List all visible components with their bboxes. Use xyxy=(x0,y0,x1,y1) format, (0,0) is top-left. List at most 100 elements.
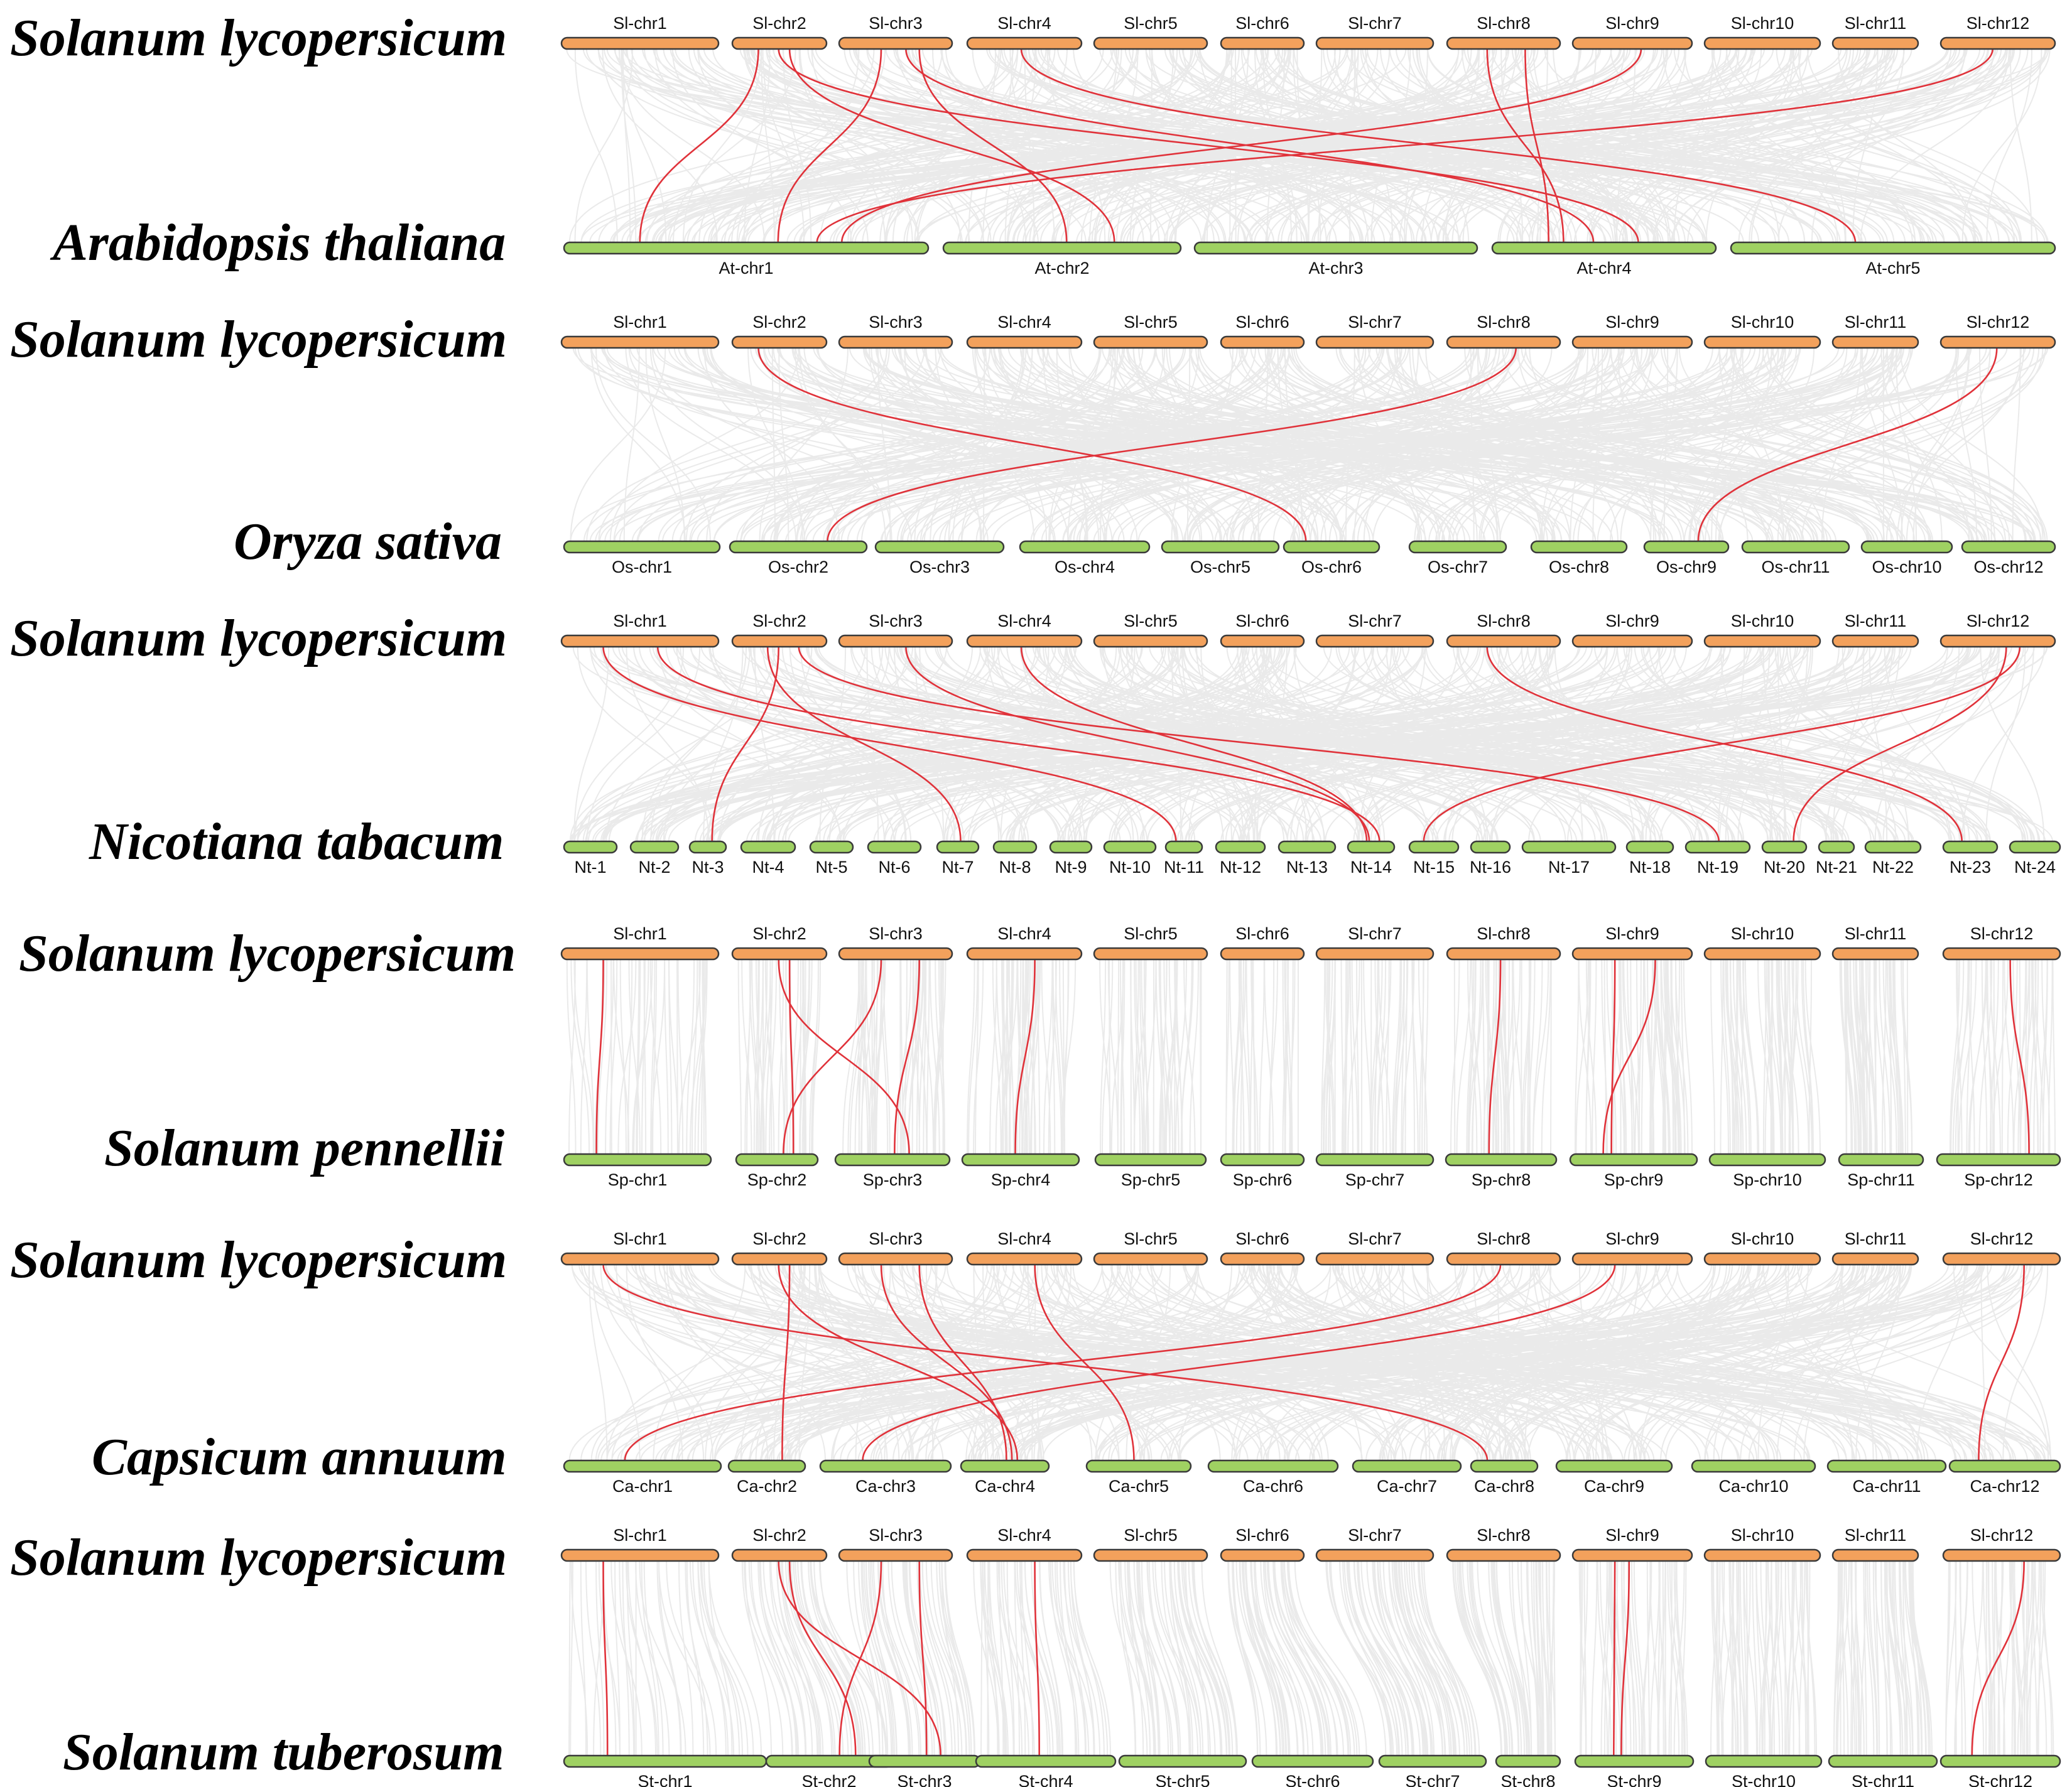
target-chromosome-bar xyxy=(629,840,680,854)
target-chromosome-label: Os-chr8 xyxy=(1549,558,1609,576)
target-chromosome-bar xyxy=(809,840,854,854)
highlighted-gene-pair-link xyxy=(624,1264,1502,1461)
target-chromosome-label: Nt-17 xyxy=(1548,858,1590,877)
target-chromosome-bar xyxy=(1085,1459,1192,1473)
target-chromosome-label: St-chr8 xyxy=(1500,1772,1555,1787)
reference-chromosome-label: Sl-chr1 xyxy=(613,924,667,943)
reference-chromosome-label: Sl-chr4 xyxy=(997,313,1051,332)
highlighted-gene-pair-link xyxy=(778,48,1639,243)
reference-chromosome-label: Sl-chr12 xyxy=(1970,1526,2034,1545)
highlighted-gene-pair-link xyxy=(1034,1560,1040,1756)
target-chromosome-bar xyxy=(1569,1153,1698,1167)
highlighted-gene-pair-link xyxy=(1971,1560,2025,1756)
target-chromosome-bar xyxy=(1207,1459,1339,1473)
target-chromosome-label: Sp-chr11 xyxy=(1847,1170,1915,1189)
reference-chromosome-label: Sl-chr2 xyxy=(752,924,806,943)
reference-chromosome-bar xyxy=(1093,335,1208,349)
reference-chromosome-label: Sl-chr9 xyxy=(1605,14,1659,33)
reference-chromosome-label: Sl-chr11 xyxy=(1845,924,1907,943)
reference-chromosome-bar xyxy=(1703,947,1821,961)
target-species-label: Oryza sativa xyxy=(234,512,502,571)
target-chromosome-label: St-chr12 xyxy=(1968,1772,2032,1787)
reference-chromosome-bar xyxy=(966,947,1083,961)
highlighted-gene-pair-link xyxy=(602,1560,609,1756)
target-chromosome-bar xyxy=(1826,1459,1947,1473)
reference-chromosome-bar xyxy=(1446,36,1561,50)
reference-chromosome-label: Sl-chr7 xyxy=(1348,14,1402,33)
reference-species-label: Solanum lycopersicum xyxy=(19,924,516,983)
reference-chromosome-label: Sl-chr1 xyxy=(613,612,667,630)
reference-chromosome-bar xyxy=(1942,1252,2061,1266)
highlighted-gene-pair-link xyxy=(1620,1560,1630,1756)
target-chromosome-bar xyxy=(1161,540,1280,554)
target-chromosome-label: Sp-chr8 xyxy=(1472,1170,1531,1189)
reference-chromosome-label: Sl-chr8 xyxy=(1477,612,1531,630)
reference-chromosome-label: Sl-chr7 xyxy=(1348,1526,1402,1545)
reference-chromosome-bar xyxy=(1220,36,1305,50)
target-chromosome-label: Sp-chr4 xyxy=(991,1170,1051,1189)
reference-chromosome-bar xyxy=(1571,634,1693,648)
reference-chromosome-bar xyxy=(838,1252,953,1266)
highlighted-gene-pair-link xyxy=(894,959,920,1155)
reference-chromosome-label: Sl-chr8 xyxy=(1477,313,1531,332)
reference-chromosome-bar xyxy=(1703,1548,1821,1562)
target-chromosome-label: Sp-chr9 xyxy=(1604,1170,1664,1189)
reference-chromosome-bar xyxy=(1446,634,1561,648)
reference-chromosome-bar xyxy=(966,1548,1083,1562)
reference-chromosome-label: Sl-chr5 xyxy=(1124,924,1178,943)
reference-chromosome-label: Sl-chr4 xyxy=(997,1229,1051,1248)
target-chromosome-label: Nt-19 xyxy=(1697,858,1738,877)
target-chromosome-bar xyxy=(834,1153,951,1167)
highlighted-gene-pair-link xyxy=(1034,1264,1135,1461)
reference-chromosome-label: Sl-chr6 xyxy=(1235,612,1289,630)
target-chromosome-label: Nt-9 xyxy=(1055,858,1087,877)
reference-chromosome-bar xyxy=(560,335,720,349)
reference-chromosome-label: Sl-chr9 xyxy=(1605,612,1659,630)
highlighted-gene-pair-link xyxy=(788,959,795,1155)
reference-chromosome-label: Sl-chr2 xyxy=(752,313,806,332)
background-synteny-links xyxy=(569,646,2053,842)
target-chromosome-bar xyxy=(1864,840,1922,854)
reference-chromosome-bar xyxy=(560,36,720,50)
target-chromosome-bar xyxy=(727,1459,806,1473)
target-chromosome-label: Ca-chr2 xyxy=(737,1477,797,1496)
reference-chromosome-bar xyxy=(1703,335,1821,349)
reference-chromosome-bar xyxy=(560,947,720,961)
reference-chromosome-label: Sl-chr7 xyxy=(1348,612,1402,630)
reference-chromosome-bar xyxy=(966,634,1083,648)
reference-chromosome-bar xyxy=(1939,36,2056,50)
reference-chromosome-bar xyxy=(1315,335,1435,349)
reference-chromosome-bar xyxy=(1571,1252,1693,1266)
target-chromosome-bar xyxy=(1277,840,1337,854)
target-chromosome-bar xyxy=(563,1754,768,1768)
target-chromosome-label: St-chr3 xyxy=(897,1772,952,1787)
target-chromosome-bar xyxy=(1948,1459,2061,1473)
target-chromosome-bar xyxy=(1352,1459,1462,1473)
reference-chromosome-label: Sl-chr11 xyxy=(1845,313,1907,332)
highlighted-gene-pair-link xyxy=(905,646,1370,842)
reference-chromosome-label: Sl-chr10 xyxy=(1731,924,1794,943)
reference-species-label: Solanum lycopersicum xyxy=(10,310,507,369)
reference-chromosome-bar xyxy=(1315,1548,1435,1562)
reference-chromosome-bar xyxy=(1220,1548,1305,1562)
reference-chromosome-bar xyxy=(838,335,953,349)
reference-chromosome-label: Sl-chr4 xyxy=(997,1526,1051,1545)
highlighted-gene-pair-link xyxy=(1793,646,2007,842)
reference-chromosome-label: Sl-chr12 xyxy=(1970,1229,2034,1248)
highlighted-gene-pair-link xyxy=(778,959,910,1155)
reference-chromosome-bar xyxy=(1571,36,1693,50)
target-chromosome-bar xyxy=(1708,1153,1826,1167)
target-chromosome-label: St-chr10 xyxy=(1732,1772,1796,1787)
reference-chromosome-label: Sl-chr6 xyxy=(1235,1229,1289,1248)
target-chromosome-label: Os-chr11 xyxy=(1761,558,1830,576)
target-chromosome-bar xyxy=(1445,1153,1558,1167)
target-chromosome-bar xyxy=(1838,1153,1924,1167)
target-chromosome-label: Ca-chr9 xyxy=(1584,1477,1644,1496)
highlighted-gene-pair-link xyxy=(788,1560,857,1756)
reference-chromosome-label: Sl-chr3 xyxy=(869,14,923,33)
target-chromosome-bar xyxy=(942,241,1182,255)
target-chromosome-label: Nt-7 xyxy=(941,858,974,877)
target-chromosome-label: Os-chr2 xyxy=(768,558,828,576)
target-chromosome-bar xyxy=(1408,840,1460,854)
